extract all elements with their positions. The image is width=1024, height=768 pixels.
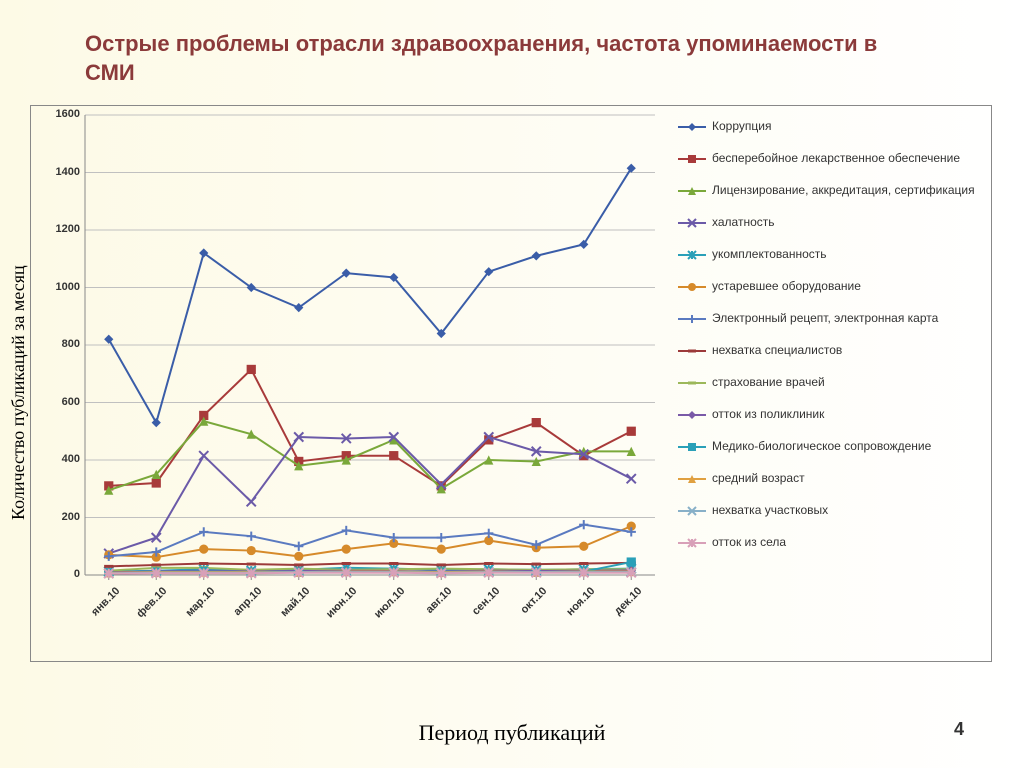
legend-label: устаревшее оборудование: [712, 280, 861, 293]
legend-item: нехватка специалистов: [678, 344, 988, 358]
legend-item: бесперебойное лекарственное обеспечение: [678, 152, 988, 166]
legend-marker-icon: [678, 120, 706, 134]
legend-marker-icon: [678, 440, 706, 454]
slide: Острые проблемы отрасли здравоохранения,…: [0, 0, 1024, 768]
legend-marker-icon: [678, 504, 706, 518]
legend-label: Медико-биологическое сопровождение: [712, 440, 931, 453]
y-tick-label: 0: [40, 568, 80, 580]
legend-item: Медико-биологическое сопровождение: [678, 440, 988, 454]
series-5: [104, 522, 636, 562]
y-tick-label: 800: [40, 338, 80, 350]
y-axis-label: Количество публикаций за месяц: [8, 265, 29, 520]
legend-item: Электронный рецепт, электронная карта: [678, 312, 988, 326]
line-chart: 02004006008001000120014001600янв.10фев.1…: [30, 105, 1000, 665]
legend-item: нехватка участковых: [678, 504, 988, 518]
series-0: [104, 164, 636, 428]
legend-marker-icon: [678, 536, 706, 550]
legend-marker-icon: [678, 280, 706, 294]
legend-label: Лицензирование, аккредитация, сертификац…: [712, 184, 975, 197]
x-axis-label: Период публикаций: [0, 720, 1024, 746]
legend-marker-icon: [678, 216, 706, 230]
legend-marker-icon: [678, 152, 706, 166]
legend-label: страхование врачей: [712, 376, 825, 389]
y-tick-label: 1400: [40, 166, 80, 178]
legend-label: нехватка специалистов: [712, 344, 842, 357]
legend-marker-icon: [678, 376, 706, 390]
legend-item: отток из села: [678, 536, 988, 550]
legend-marker-icon: [678, 248, 706, 262]
legend-marker-icon: [678, 344, 706, 358]
y-tick-label: 400: [40, 453, 80, 465]
y-tick-label: 1000: [40, 281, 80, 293]
series-7: [104, 563, 636, 566]
series-6: [104, 520, 636, 561]
legend-item: страхование врачей: [678, 376, 988, 390]
legend-label: нехватка участковых: [712, 504, 828, 517]
legend-marker-icon: [678, 184, 706, 198]
legend-label: отток из села: [712, 536, 786, 549]
y-tick-label: 600: [40, 396, 80, 408]
legend-item: Коррупция: [678, 120, 988, 134]
legend-item: укомплектованность: [678, 248, 988, 262]
legend-marker-icon: [678, 472, 706, 486]
legend-marker-icon: [678, 408, 706, 422]
legend-label: бесперебойное лекарственное обеспечение: [712, 152, 960, 165]
page-number: 4: [954, 719, 964, 740]
legend-label: халатность: [712, 216, 775, 229]
legend-item: Лицензирование, аккредитация, сертификац…: [678, 184, 988, 198]
legend-marker-icon: [678, 312, 706, 326]
legend-label: отток из поликлиник: [712, 408, 824, 421]
legend-label: укомплектованность: [712, 248, 827, 261]
legend-label: средний возраст: [712, 472, 805, 485]
y-tick-label: 200: [40, 511, 80, 523]
chart-title: Острые проблемы отрасли здравоохранения,…: [85, 30, 905, 87]
legend-label: Коррупция: [712, 120, 771, 133]
legend-item: устаревшее оборудование: [678, 280, 988, 294]
legend-item: отток из поликлиник: [678, 408, 988, 422]
y-tick-label: 1600: [40, 108, 80, 120]
series-1: [104, 365, 636, 491]
y-tick-label: 1200: [40, 223, 80, 235]
legend-item: средний возраст: [678, 472, 988, 486]
legend-label: Электронный рецепт, электронная карта: [712, 312, 938, 325]
legend-item: халатность: [678, 216, 988, 230]
